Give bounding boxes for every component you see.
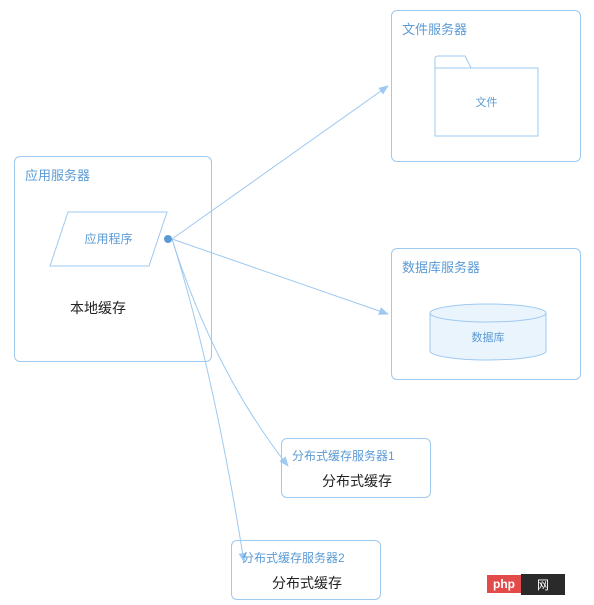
watermark-left: php — [487, 575, 521, 593]
app-program-shape: 应用程序 — [50, 212, 167, 266]
file-server-title: 文件服务器 — [402, 19, 467, 38]
hub-dot — [164, 235, 172, 243]
db-server-title: 数据库服务器 — [402, 257, 480, 276]
cache-server-2-box: 分布式缓存服务器2 分布式缓存 — [231, 540, 381, 600]
diagram-canvas: 应用服务器 应用程序 本地缓存 文件服务器 文件 数据库服务器 数据库 分布式缓… — [0, 0, 594, 605]
local-cache-label: 本地缓存 — [70, 298, 126, 318]
db-cylinder-title: 数据库 — [472, 330, 505, 344]
folder-title: 文件 — [476, 95, 498, 109]
cache-server-2-subtitle: 分布式缓存 — [232, 573, 382, 593]
db-cylinder-shape: 数据库 — [430, 304, 546, 374]
app-server-title: 应用服务器 — [25, 165, 90, 184]
app-program-title: 应用程序 — [84, 231, 132, 246]
cache-server-1-box: 分布式缓存服务器1 分布式缓存 — [281, 438, 431, 498]
folder-shape: 文件 — [435, 56, 538, 136]
watermark-badge: php 网 — [487, 574, 565, 594]
cache-server-1-subtitle: 分布式缓存 — [282, 471, 432, 491]
cache-server-1-title: 分布式缓存服务器1 — [292, 447, 395, 464]
watermark-right: 网 — [521, 574, 565, 595]
cache-server-2-title: 分布式缓存服务器2 — [242, 549, 345, 566]
